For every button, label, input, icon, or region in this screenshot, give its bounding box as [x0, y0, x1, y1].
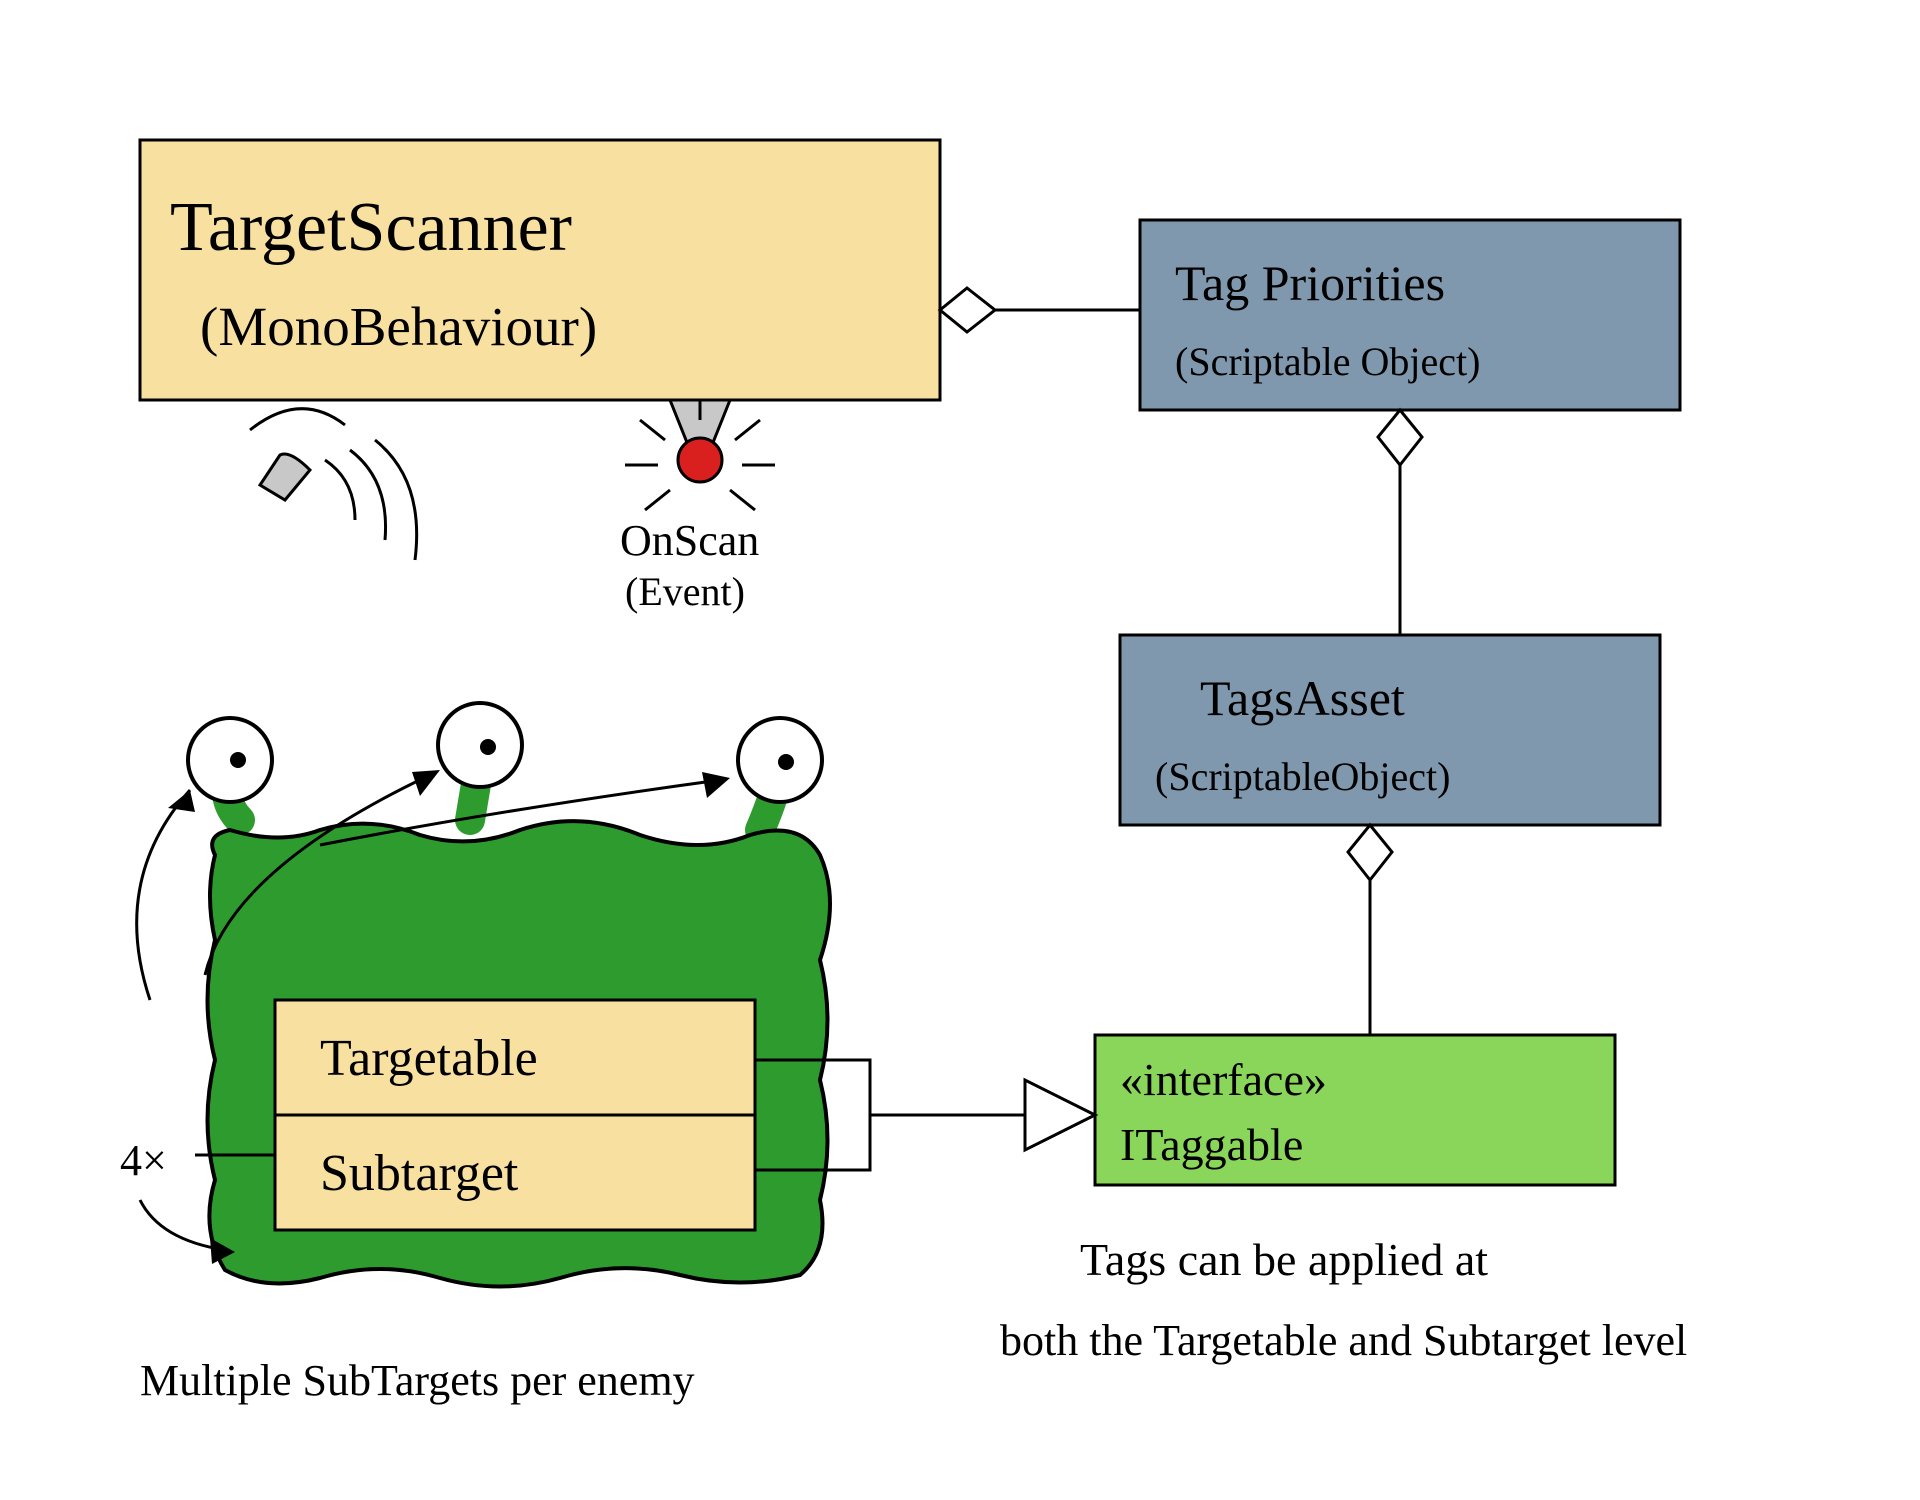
- tag-priorities-subtitle: (Scriptable Object): [1175, 339, 1480, 384]
- node-itaggable: «interface» ITaggable: [1095, 1035, 1615, 1185]
- subtarget-label: Subtarget: [320, 1145, 519, 1202]
- itaggable-title: ITaggable: [1120, 1119, 1303, 1170]
- caption-left: Multiple SubTargets per enemy: [140, 1356, 695, 1405]
- caption-right-2: both the Targetable and Subtarget level: [1000, 1316, 1687, 1365]
- diagram-canvas: TargetScanner (MonoBehaviour) Tag Priori…: [0, 0, 1920, 1500]
- targetable-label: Targetable: [320, 1030, 538, 1087]
- target-scanner-subtitle: (MonoBehaviour): [200, 296, 597, 357]
- bulb-icon: [678, 438, 722, 482]
- node-tag-priorities: Tag Priorities (Scriptable Object): [1140, 220, 1680, 410]
- target-scanner-title: TargetScanner: [170, 189, 572, 266]
- onscan-label: OnScan: [620, 516, 759, 565]
- node-target-scanner: TargetScanner (MonoBehaviour): [140, 140, 940, 400]
- four-x-label: 4×: [120, 1136, 167, 1185]
- node-tags-asset: TagsAsset (ScriptableObject): [1120, 635, 1660, 825]
- tags-asset-subtitle: (ScriptableObject): [1155, 754, 1450, 799]
- caption-right-1: Tags can be applied at: [1080, 1234, 1488, 1285]
- node-subtarget: Subtarget: [275, 1115, 755, 1230]
- tag-priorities-title: Tag Priorities: [1175, 255, 1445, 311]
- tags-asset-title: TagsAsset: [1200, 670, 1405, 726]
- itaggable-stereotype: «interface»: [1120, 1054, 1327, 1105]
- node-targetable: Targetable: [275, 1000, 755, 1115]
- onscan-sub: (Event): [625, 569, 745, 614]
